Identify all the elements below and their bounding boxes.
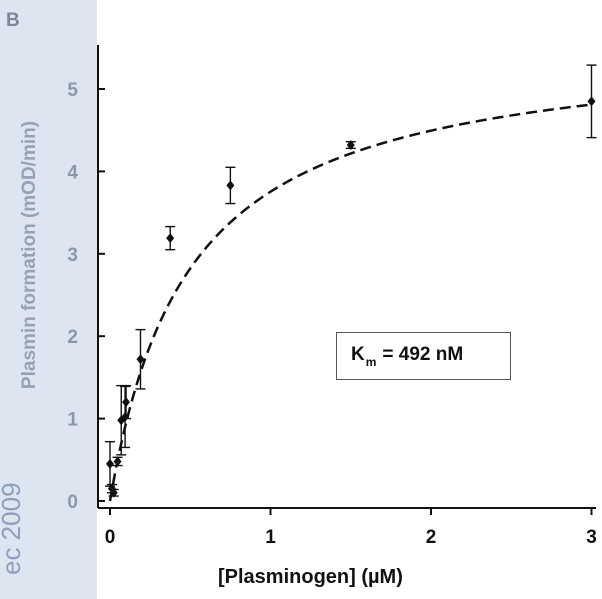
y-tick-label: 0 <box>67 492 78 513</box>
km-annotation: Km = 492 nM <box>351 344 463 369</box>
data-point <box>106 458 114 469</box>
data-point <box>109 487 118 498</box>
x-tick-label: 1 <box>265 527 276 548</box>
y-tick-label: 1 <box>67 410 78 431</box>
x-tick-label: 3 <box>586 527 597 548</box>
km-subscript: m <box>365 355 377 369</box>
y-tick-label: 5 <box>67 80 78 101</box>
data-point <box>587 96 596 107</box>
km-value: = 492 nM <box>382 344 464 365</box>
km-annotation-box: Km = 492 nM <box>336 332 511 380</box>
x-tick-label: 2 <box>426 527 437 548</box>
y-tick-label: 4 <box>67 162 78 183</box>
x-axis-label: [Plasminogen] (µM) <box>218 566 403 588</box>
x-tick-label: 0 <box>105 527 116 548</box>
km-symbol: K <box>351 344 365 365</box>
data-point <box>121 411 130 422</box>
y-axis-label: Plasmin formation (mOD/min) <box>19 120 40 390</box>
data-point <box>346 140 355 151</box>
y-tick-label: 2 <box>67 327 78 348</box>
data-point <box>122 397 131 408</box>
sidebar-band <box>0 0 97 599</box>
panel-label: B <box>6 10 20 31</box>
data-point <box>136 354 145 365</box>
fit-curve <box>108 103 592 502</box>
data-point <box>113 456 122 467</box>
y-tick-label: 3 <box>67 245 78 266</box>
data-point <box>226 180 235 191</box>
data-point <box>166 233 175 244</box>
